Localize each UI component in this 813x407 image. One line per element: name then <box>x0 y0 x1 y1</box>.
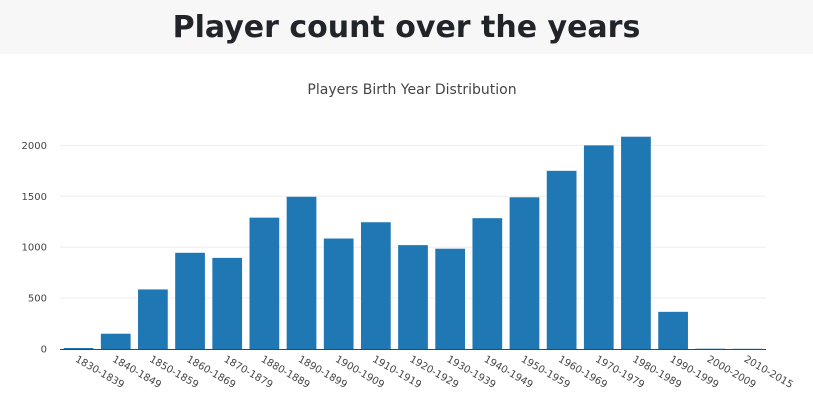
page-title: Player count over the years <box>172 9 641 45</box>
y-tick-label: 500 <box>28 294 47 305</box>
bar <box>695 348 726 350</box>
y-tick-label: 1500 <box>22 192 47 203</box>
bar <box>360 222 391 349</box>
x-axis-ticks: 1830-18391840-18491850-18591860-18691870… <box>73 354 795 391</box>
birth-year-bar-chart: Players Birth Year Distribution 0 500 1000… <box>22 82 795 391</box>
chart-container: Players Birth Year Distribution 0 500 1000… <box>0 54 813 403</box>
y-tick-label: 1000 <box>22 243 47 254</box>
bar <box>175 252 205 349</box>
bar <box>398 245 428 349</box>
bar <box>546 170 577 349</box>
bar <box>63 347 94 349</box>
bar <box>583 145 614 349</box>
chart-title: Players Birth Year Distribution <box>307 82 516 98</box>
bars <box>63 136 763 350</box>
bar <box>138 289 168 349</box>
bar <box>100 333 131 349</box>
bar <box>249 217 280 349</box>
bar <box>509 197 540 349</box>
y-tick-label: 0 <box>41 345 47 356</box>
bar <box>435 248 466 349</box>
y-tick-label: 2000 <box>22 141 47 152</box>
bar <box>212 257 243 349</box>
bar <box>658 311 688 349</box>
page-header: Player count over the years <box>0 0 813 54</box>
bar <box>286 196 317 349</box>
y-axis-ticks: 0 500 1000 1500 2000 <box>22 141 47 356</box>
bar <box>323 238 354 349</box>
bar <box>621 136 651 349</box>
bar <box>472 218 503 349</box>
